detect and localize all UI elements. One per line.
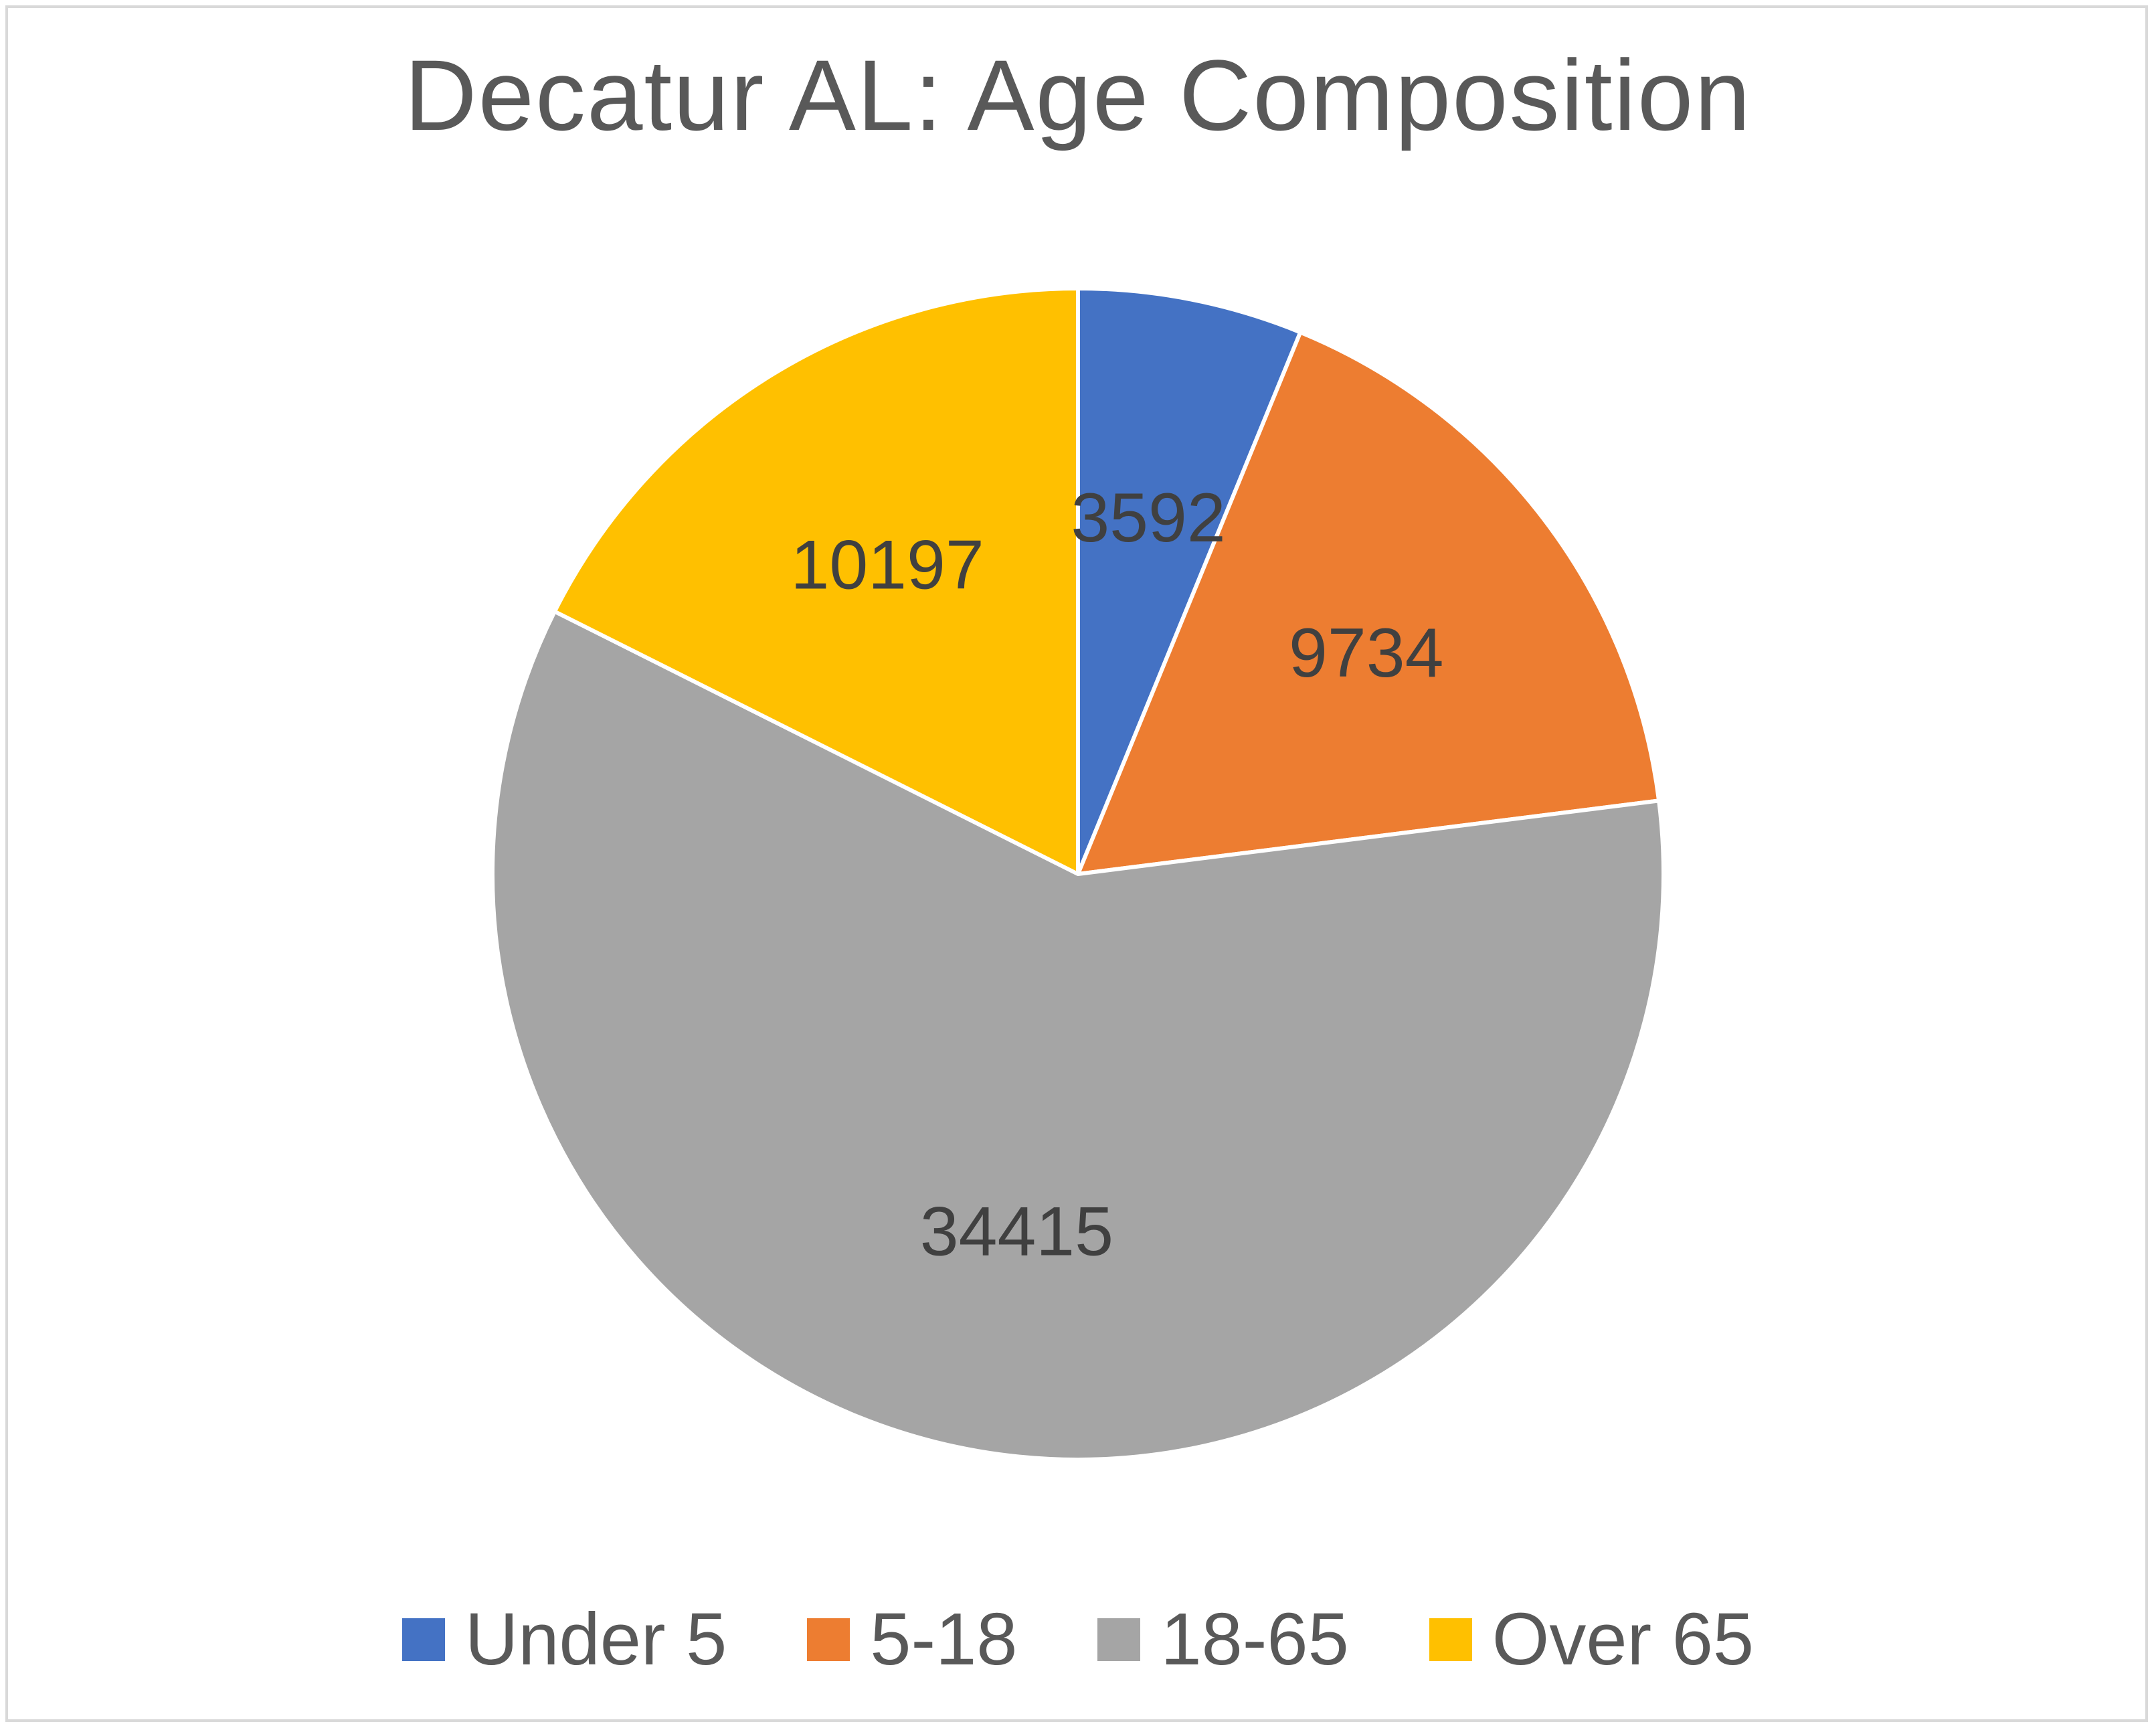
legend-label-over-65: Over 65 <box>1492 1598 1755 1680</box>
pie-slice-under-5 <box>1076 286 1303 876</box>
data-label-under-5: 3592 <box>1071 479 1225 557</box>
legend-item-over-65: Over 65 <box>1429 1596 1754 1683</box>
legend: Under 5 5-18 18-65 Over 65 <box>0 1596 2156 1683</box>
legend-swatch-18-65 <box>1097 1618 1141 1661</box>
data-label-over-65: 10197 <box>790 526 984 604</box>
pie-slice-5-18 <box>1076 330 1661 876</box>
legend-item-under-5: Under 5 <box>401 1596 727 1683</box>
legend-item-18-65: 18-65 <box>1097 1596 1349 1683</box>
legend-swatch-over-65 <box>1429 1618 1472 1661</box>
legend-swatch-under-5 <box>401 1618 445 1661</box>
legend-item-5-18: 5-18 <box>807 1596 1017 1683</box>
legend-label-5-18: 5-18 <box>870 1598 1018 1680</box>
pie-slice-over-65 <box>552 286 1080 876</box>
data-label-18-65: 34415 <box>920 1193 1113 1271</box>
legend-label-under-5: Under 5 <box>464 1598 727 1680</box>
data-label-5-18: 9734 <box>1289 614 1443 692</box>
chart-title: Decatur AL: Age Composition <box>404 39 1752 151</box>
legend-swatch-5-18 <box>807 1618 850 1661</box>
pie-slice-18-65 <box>490 609 1666 1462</box>
legend-label-18-65: 18-65 <box>1160 1598 1349 1680</box>
